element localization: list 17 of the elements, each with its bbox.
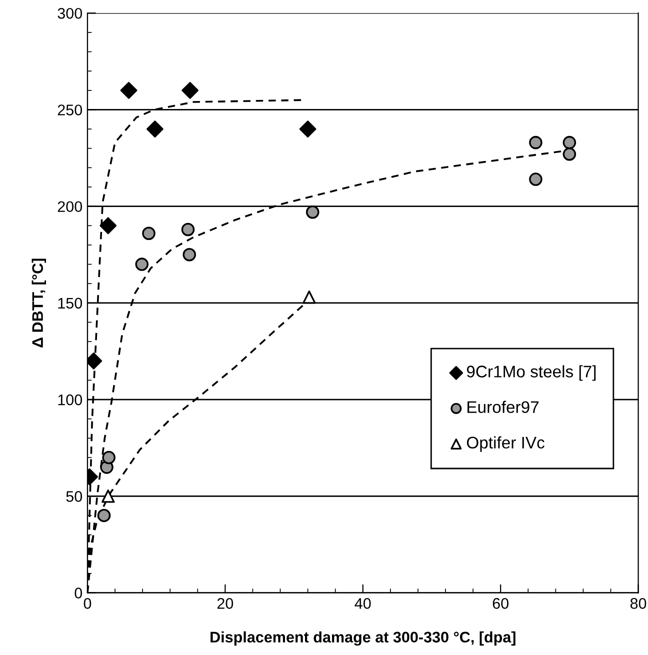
y-tick-label: 0 [74, 588, 82, 598]
y-tick-label: 150 [58, 298, 82, 309]
y-tick-label: 300 [58, 8, 82, 19]
x-tick-label: 0 [84, 598, 92, 609]
x-tick-label: 60 [492, 598, 508, 609]
x-tick-label: 40 [354, 598, 371, 609]
y-tick-label: 50 [66, 491, 82, 502]
x-axis-title: Displacement damage at 300-330 °C, [dpa] [210, 631, 516, 646]
y-tick-label: 100 [58, 394, 82, 406]
y-axis-title: Δ DBTT, [°C] [32, 258, 46, 348]
legend-label: 9Cr1Mo steels [7] [466, 365, 596, 381]
x-tick-label: 20 [217, 598, 234, 609]
legend-label: Eurofer97 [468, 400, 539, 414]
legend-label: Optifer IVc [466, 436, 544, 452]
x-tick-label: 80 [630, 598, 646, 609]
y-tick-label: 250 [58, 104, 82, 116]
y-tick-label: 200 [58, 201, 82, 212]
